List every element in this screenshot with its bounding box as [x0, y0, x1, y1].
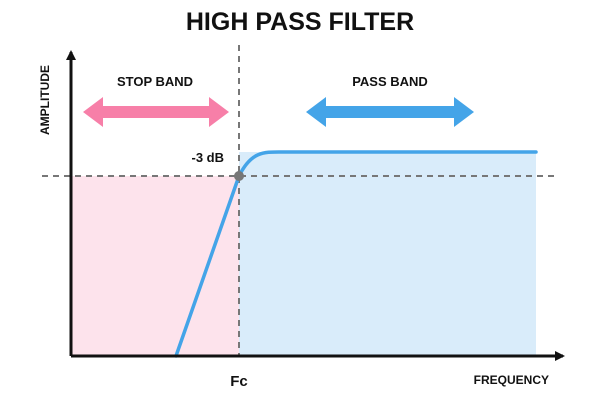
stop-band-label: STOP BAND	[117, 74, 193, 89]
minus-3db-label: -3 dB	[192, 150, 225, 165]
pass-band-double-arrow-icon	[306, 97, 474, 127]
pass-band-region	[239, 152, 536, 356]
stop-band-double-arrow-icon	[83, 97, 229, 127]
pass-band-label: PASS BAND	[352, 74, 428, 89]
diagram-title: HIGH PASS FILTER	[186, 8, 414, 36]
cutoff-frequency-label: Fc	[230, 373, 248, 390]
x-axis-label: FREQUENCY	[474, 373, 549, 387]
y-axis-label: AMPLITUDE	[38, 65, 52, 135]
stop-band-region	[71, 176, 239, 356]
cutoff-point	[234, 171, 244, 181]
